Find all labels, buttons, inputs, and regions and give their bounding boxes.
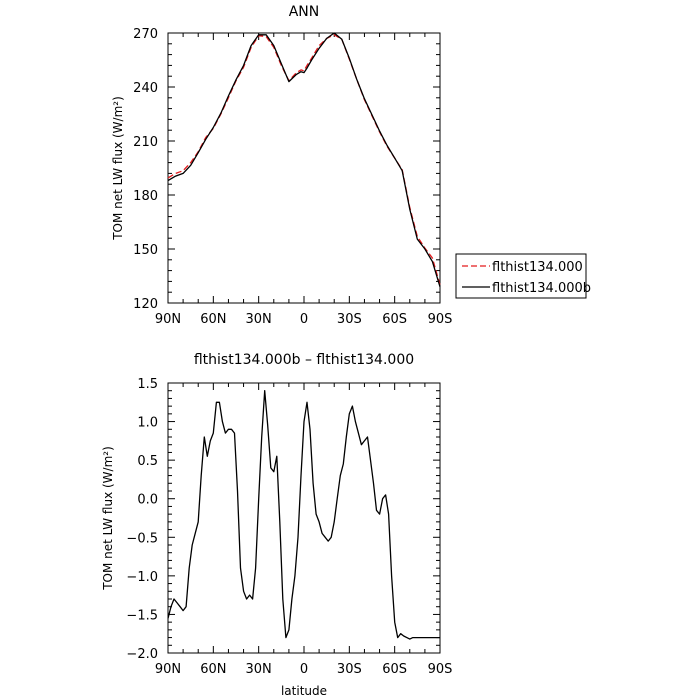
x-axis-label: latitude — [281, 684, 327, 698]
y-tick-label: 210 — [133, 135, 158, 150]
y-tick-label: 270 — [133, 27, 158, 42]
y-tick-label: 150 — [133, 243, 158, 258]
y-axis-label: TOM net LW flux (W/m²) — [111, 96, 125, 241]
y-tick-label: 240 — [133, 81, 158, 96]
chart-panel-top: ANN 90N 60N 30N 0 30S 60S 90S 120 150 180 210 240 270… — [111, 4, 452, 327]
series-line-0 — [167, 390, 440, 640]
x-tick-label: 60S — [382, 662, 407, 677]
x-tick-label: 30N — [246, 662, 272, 677]
x-tick-label: 60N — [200, 312, 226, 327]
y-tick-label: 1.0 — [137, 416, 158, 431]
y-axis-label: TOM net LW flux (W/m²) — [101, 446, 115, 591]
y-tick-label: 180 — [133, 189, 158, 204]
x-tick-label: 30S — [337, 662, 362, 677]
x-tick-label: 90N — [155, 312, 181, 327]
legend-box — [455, 253, 587, 299]
legend-label-1: flthist134.000b — [492, 281, 591, 296]
y-tick-label: 0.0 — [137, 493, 158, 508]
x-tick-label: 0 — [300, 662, 308, 677]
y-tick-label: −1.5 — [126, 608, 158, 623]
y-tick-label: 120 — [133, 297, 158, 312]
plot-frame — [167, 32, 441, 304]
y-tick-label: −0.5 — [126, 531, 158, 546]
x-tick-label: 60S — [382, 312, 407, 327]
x-tick-label: 0 — [300, 312, 308, 327]
y-tick-label: 0.5 — [137, 454, 158, 469]
chart-title: ANN — [289, 4, 320, 20]
x-tick-label: 30N — [246, 312, 272, 327]
legend-label-0: flthist134.000 — [492, 260, 583, 275]
x-tick-label: 90S — [428, 312, 453, 327]
x-tick-label: 90N — [155, 662, 181, 677]
series-line-1 — [167, 32, 441, 287]
chart-title: flthist134.000b – flthist134.000 — [194, 352, 414, 368]
x-tick-label: 90S — [428, 662, 453, 677]
chart-panel-bottom: flthist134.000b – flthist134.000 90N 60N 30… — [101, 352, 452, 698]
x-tick-label: 30S — [337, 312, 362, 327]
y-tick-label: 1.5 — [137, 377, 158, 392]
y-tick-label: −1.0 — [126, 570, 158, 585]
y-tick-label: −2.0 — [126, 647, 158, 662]
chart-legend: flthist134.000 flthist134.000b — [455, 253, 591, 299]
x-tick-label: 60N — [200, 662, 226, 677]
